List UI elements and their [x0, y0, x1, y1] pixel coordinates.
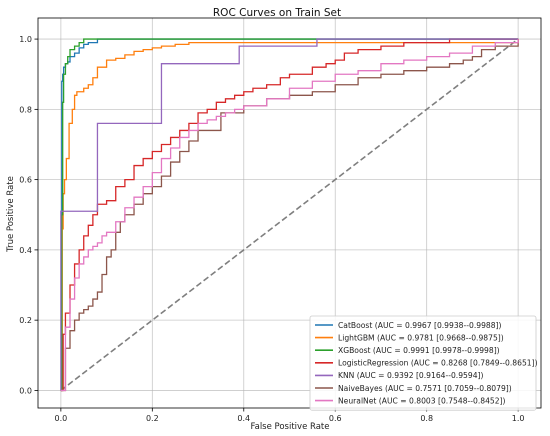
- series-line-0: [60, 38, 519, 392]
- series-line-6: [60, 39, 519, 392]
- series-line-2: [60, 38, 519, 392]
- x-tick-label: 0.8: [420, 414, 433, 423]
- x-tick-label: 0.2: [146, 414, 159, 423]
- x-tick-label: 0.6: [329, 414, 342, 423]
- legend-entry-0: CatBoost (AUC = 0.9967 [0.9938--0.9988]): [338, 321, 502, 330]
- legend-entry-2: XGBoost (AUC = 0.9991 [0.9978--0.9998]): [338, 346, 500, 355]
- series-line-1: [60, 39, 519, 392]
- legend: CatBoost (AUC = 0.9967 [0.9938--0.9988])…: [309, 315, 538, 411]
- y-tick-label: 1.0: [19, 35, 32, 44]
- reference-diagonal-line: [60, 38, 519, 392]
- x-ticks: 0.0 0.2 0.4 0.6 0.8 1.0: [54, 408, 525, 423]
- legend-entry-6: NeuralNet (AUC = 0.8003 [0.7548--0.8452]…: [338, 396, 506, 405]
- y-axis-label: True Positive Rate: [6, 176, 16, 253]
- y-tick-label: 0.2: [19, 316, 32, 325]
- legend-box: [309, 315, 537, 411]
- plot-frame: [37, 17, 542, 409]
- chart-title: ROC Curves on Train Set: [213, 7, 341, 19]
- y-tick-label: 0.4: [19, 246, 32, 255]
- legend-entry-5: NaiveBayes (AUC = 0.7571 [0.7059--0.8079…: [338, 384, 512, 393]
- series-line-4: [60, 38, 519, 391]
- y-tick-label: 0.0: [19, 386, 32, 395]
- y-tick-label: 0.8: [19, 105, 32, 114]
- x-tick-label: 0.4: [237, 414, 250, 423]
- legend-entry-4: KNN (AUC = 0.9392 [0.9164--0.9594]): [338, 371, 483, 380]
- y-ticks: 0.0 0.2 0.4 0.6 0.8 1.0: [19, 35, 38, 395]
- x-tick-label: 1.0: [512, 414, 525, 423]
- reference-diagonal: [60, 38, 519, 392]
- legend-entry-1: LightGBM (AUC = 0.9781 [0.9668--0.9875]): [338, 333, 504, 342]
- x-axis-label: False Positive Rate: [251, 422, 330, 432]
- x-tick-label: 0.0: [54, 414, 67, 423]
- legend-entry-3: LogisticRegression (AUC = 0.8268 [0.7849…: [338, 359, 538, 368]
- series-line-5: [60, 39, 519, 392]
- y-tick-label: 0.6: [19, 176, 32, 185]
- series-group: [60, 38, 519, 392]
